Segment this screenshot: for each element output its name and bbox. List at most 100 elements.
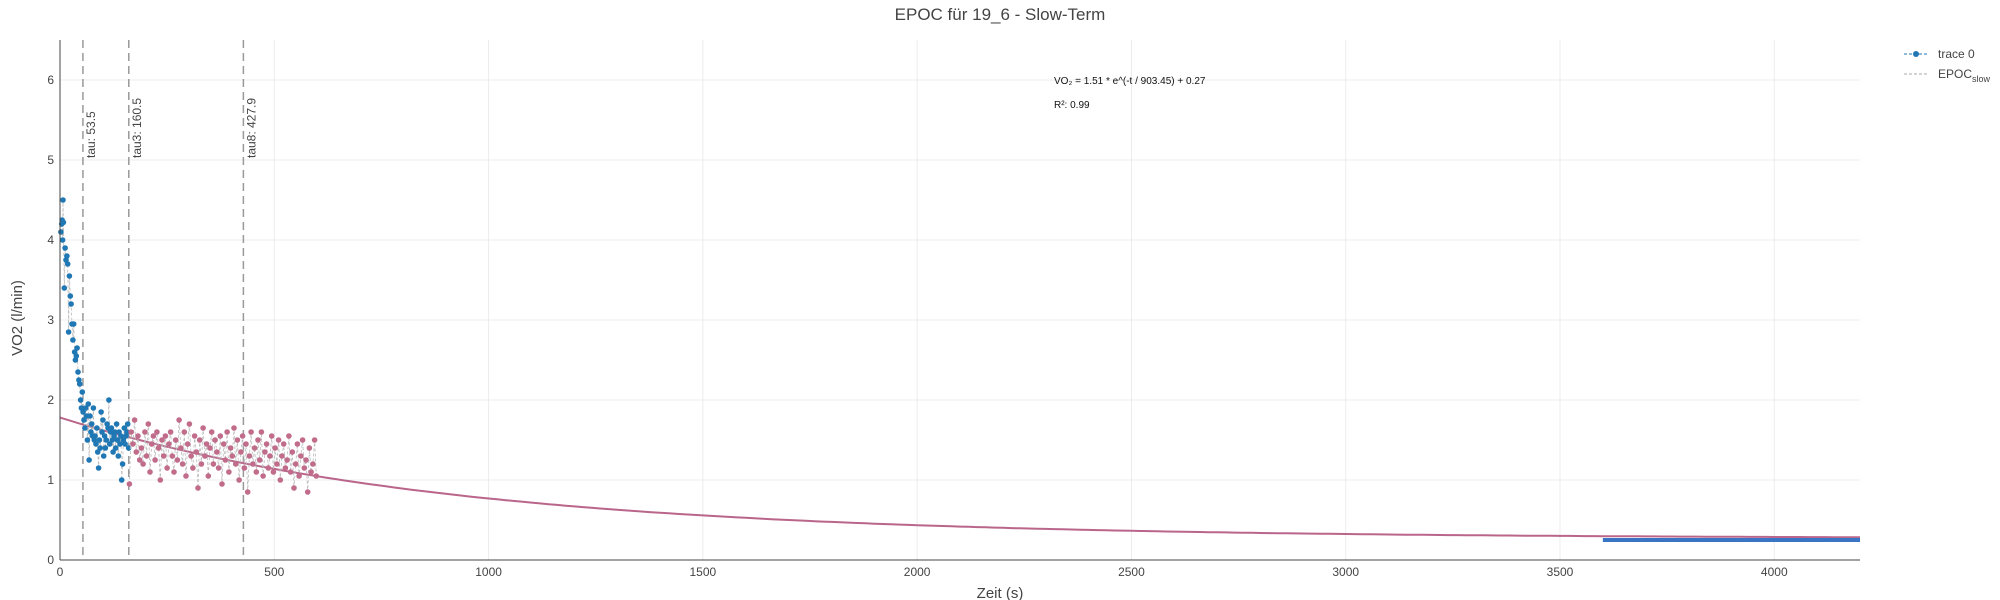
x-tick-label: 500: [264, 565, 284, 579]
data-point: [256, 457, 263, 463]
data-point: [118, 477, 125, 483]
x-tick-label: 0: [57, 565, 64, 579]
data-point: [190, 465, 196, 471]
data-point: [270, 469, 277, 475]
legend-trace0-label[interactable]: trace 0: [1938, 47, 1975, 61]
fit-r2: R²: 0.99: [1054, 100, 1090, 111]
data-point: [115, 453, 122, 459]
data-point: [100, 417, 106, 423]
legend[interactable]: trace 0 EPOCslow: [1904, 47, 1991, 84]
data-point: [291, 485, 297, 491]
data-point: [68, 301, 74, 307]
data-point: [239, 433, 246, 439]
data-point: [181, 429, 188, 435]
data-point: [128, 429, 134, 435]
data-point: [277, 477, 284, 483]
data-point: [196, 437, 203, 443]
data-point: [124, 429, 130, 435]
y-axis-title: VO2 (l/min): [9, 280, 26, 356]
data-point: [172, 437, 179, 443]
legend-trace0-marker: [1913, 51, 1919, 57]
data-point: [106, 397, 112, 403]
data-point: [110, 449, 116, 455]
data-point: [113, 421, 120, 427]
data-point: [188, 453, 194, 459]
data-point: [200, 425, 206, 431]
data-point: [82, 405, 89, 411]
data-point: [284, 457, 290, 463]
data-point: [98, 409, 104, 415]
x-axis-title: Zeit (s): [977, 585, 1024, 600]
data-point: [301, 465, 308, 471]
data-point: [226, 469, 232, 475]
data-point: [64, 253, 70, 259]
x-tick-label: 3500: [1547, 565, 1574, 579]
data-point: [193, 449, 200, 455]
data-point: [136, 457, 143, 463]
data-point: [219, 481, 225, 487]
data-point: [178, 445, 184, 451]
chart-title: EPOC für 19_6 - Slow-Term: [895, 5, 1106, 24]
data-point: [184, 441, 191, 447]
data-point: [253, 469, 260, 475]
legend-epoc-label[interactable]: EPOCslow: [1938, 67, 1991, 84]
data-point: [106, 441, 113, 447]
y-tick-label: 6: [47, 73, 54, 87]
data-point: [258, 429, 265, 435]
x-tick-label: 2000: [904, 565, 931, 579]
data-point: [87, 413, 93, 419]
data-point: [220, 441, 227, 447]
data-point: [183, 473, 189, 479]
data-point: [148, 441, 155, 447]
data-point: [154, 429, 160, 435]
data-point: [75, 369, 81, 375]
data-point: [292, 461, 299, 467]
data-point: [186, 421, 193, 427]
data-point: [117, 441, 123, 447]
data-point: [119, 461, 126, 467]
data-point: [287, 469, 294, 475]
data-point: [147, 469, 153, 475]
data-point: [94, 425, 100, 431]
data-point: [299, 437, 306, 443]
data-point: [212, 437, 218, 443]
data-point: [135, 433, 141, 439]
data-point: [86, 457, 92, 463]
grid: [60, 40, 1860, 560]
data-point: [280, 441, 287, 447]
data-point: [58, 229, 64, 235]
data-point: [102, 445, 109, 451]
data-point: [93, 441, 99, 447]
data-point: [274, 461, 280, 467]
data-point: [179, 461, 186, 467]
data-point: [229, 453, 236, 459]
data-point: [124, 421, 131, 427]
data-point: [67, 293, 74, 299]
data-point: [79, 389, 86, 395]
data-point: [215, 465, 222, 471]
y-tick-label: 5: [47, 153, 54, 167]
data-point: [92, 433, 98, 439]
data-point: [311, 437, 318, 443]
data-point: [234, 437, 241, 443]
data-point: [231, 425, 237, 431]
data-point: [294, 441, 301, 447]
data-point: [59, 237, 66, 243]
data-point: [140, 461, 146, 467]
data-point: [251, 445, 258, 451]
data-point: [80, 409, 86, 415]
data-point: [121, 425, 128, 431]
data-point: [205, 473, 212, 479]
data-point: [88, 421, 95, 427]
data-point: [246, 453, 253, 459]
data-point: [268, 433, 275, 439]
data-point: [279, 453, 285, 459]
data-point: [174, 457, 181, 463]
data-point: [61, 285, 68, 291]
data-point: [248, 429, 254, 435]
data-point: [152, 457, 158, 463]
data-point: [159, 437, 165, 443]
data-point: [250, 461, 256, 467]
data-point: [286, 433, 292, 439]
data-point: [125, 445, 132, 451]
